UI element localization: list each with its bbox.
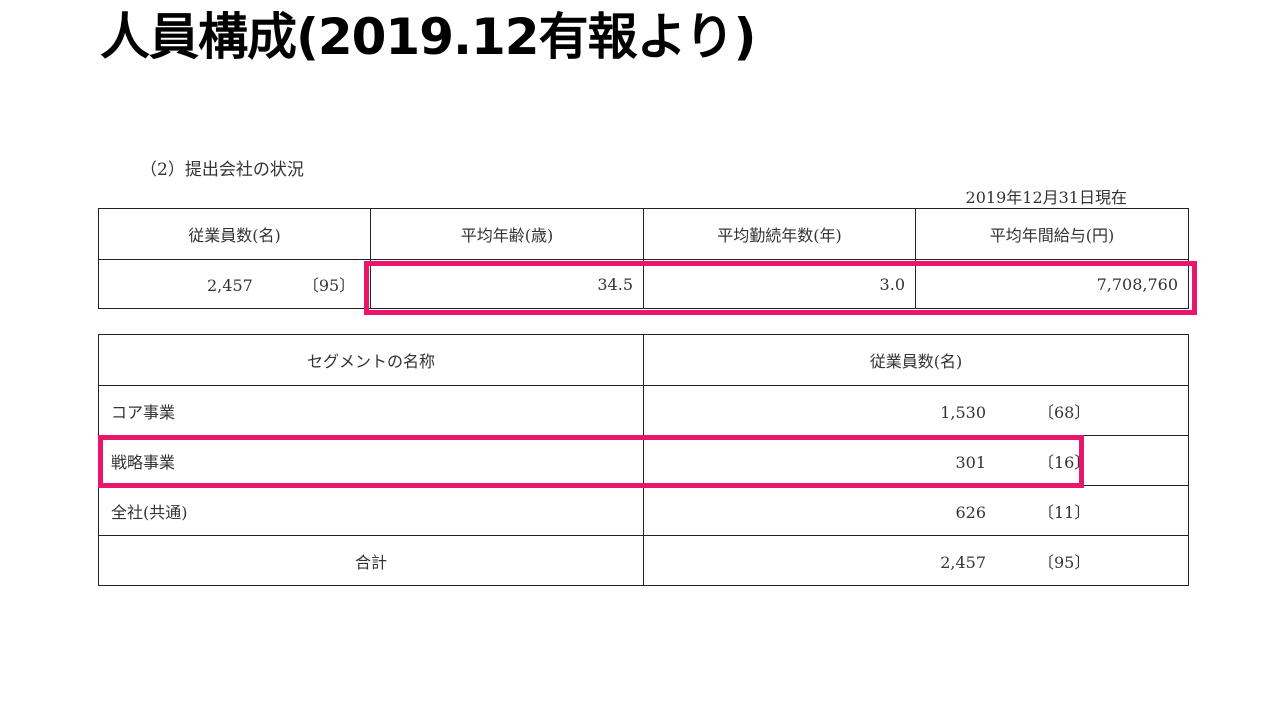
segment-name: 全社(共通) — [98, 485, 644, 536]
header-avg-age: 平均年齢(歳) — [370, 208, 644, 260]
avg-tenure-value: 3.0 — [643, 259, 916, 309]
header-avg-salary: 平均年間給与(円) — [915, 208, 1189, 260]
header-segment-name: セグメントの名称 — [98, 334, 644, 386]
employees-cell: 2,457 〔95〕 — [98, 259, 371, 309]
employees-value: 2,457 — [207, 276, 253, 295]
table-row: コア事業 1,530 〔68〕 — [98, 385, 1189, 436]
table-row: 全社(共通) 626 〔11〕 — [98, 485, 1189, 536]
as-of-date: 2019年12月31日現在 — [965, 188, 1127, 207]
segment-count: 1,530 — [940, 402, 986, 422]
summary-value-row: 2,457 〔95〕 34.5 3.0 7,708,760 — [98, 259, 1189, 309]
segment-count-cell: 626 〔11〕 — [643, 485, 1189, 536]
segment-temp-count: 〔11〕 — [1038, 502, 1091, 522]
section-heading: （2）提出会社の状況 — [140, 160, 304, 180]
total-count-cell: 2,457 〔95〕 — [643, 535, 1189, 586]
header-employees: 従業員数(名) — [98, 208, 371, 260]
segment-count: 626 — [955, 502, 986, 522]
segment-name: コア事業 — [98, 385, 644, 436]
segment-count: 301 — [955, 452, 986, 472]
total-label: 合計 — [98, 535, 644, 586]
segment-temp-count: 〔16〕 — [1038, 452, 1091, 472]
employees-temp-count: 〔95〕 — [302, 276, 356, 295]
avg-age-value: 34.5 — [370, 259, 644, 309]
summary-table: 従業員数(名) 平均年齢(歳) 平均勤続年数(年) 平均年間給与(円) 2,45… — [98, 208, 1189, 309]
segment-table: セグメントの名称 従業員数(名) コア事業 1,530 〔68〕 戦略事業 301… — [98, 334, 1189, 586]
segment-temp-count: 〔68〕 — [1038, 402, 1091, 422]
total-count: 2,457 — [940, 552, 986, 572]
header-avg-tenure: 平均勤続年数(年) — [643, 208, 916, 260]
segment-count-cell: 1,530 〔68〕 — [643, 385, 1189, 436]
total-temp-count: 〔95〕 — [1038, 552, 1091, 572]
header-segment-employees: 従業員数(名) — [643, 334, 1189, 386]
segment-count-cell: 301 〔16〕 — [643, 435, 1189, 486]
segment-name: 戦略事業 — [98, 435, 644, 486]
avg-salary-value: 7,708,760 — [915, 259, 1189, 309]
total-row: 合計 2,457 〔95〕 — [98, 535, 1189, 586]
summary-header-row: 従業員数(名) 平均年齢(歳) 平均勤続年数(年) 平均年間給与(円) — [98, 208, 1189, 260]
slide-title: 人員構成(2019.12有報より) — [100, 8, 756, 66]
table-row: 戦略事業 301 〔16〕 — [98, 435, 1189, 486]
segment-header-row: セグメントの名称 従業員数(名) — [98, 334, 1189, 386]
